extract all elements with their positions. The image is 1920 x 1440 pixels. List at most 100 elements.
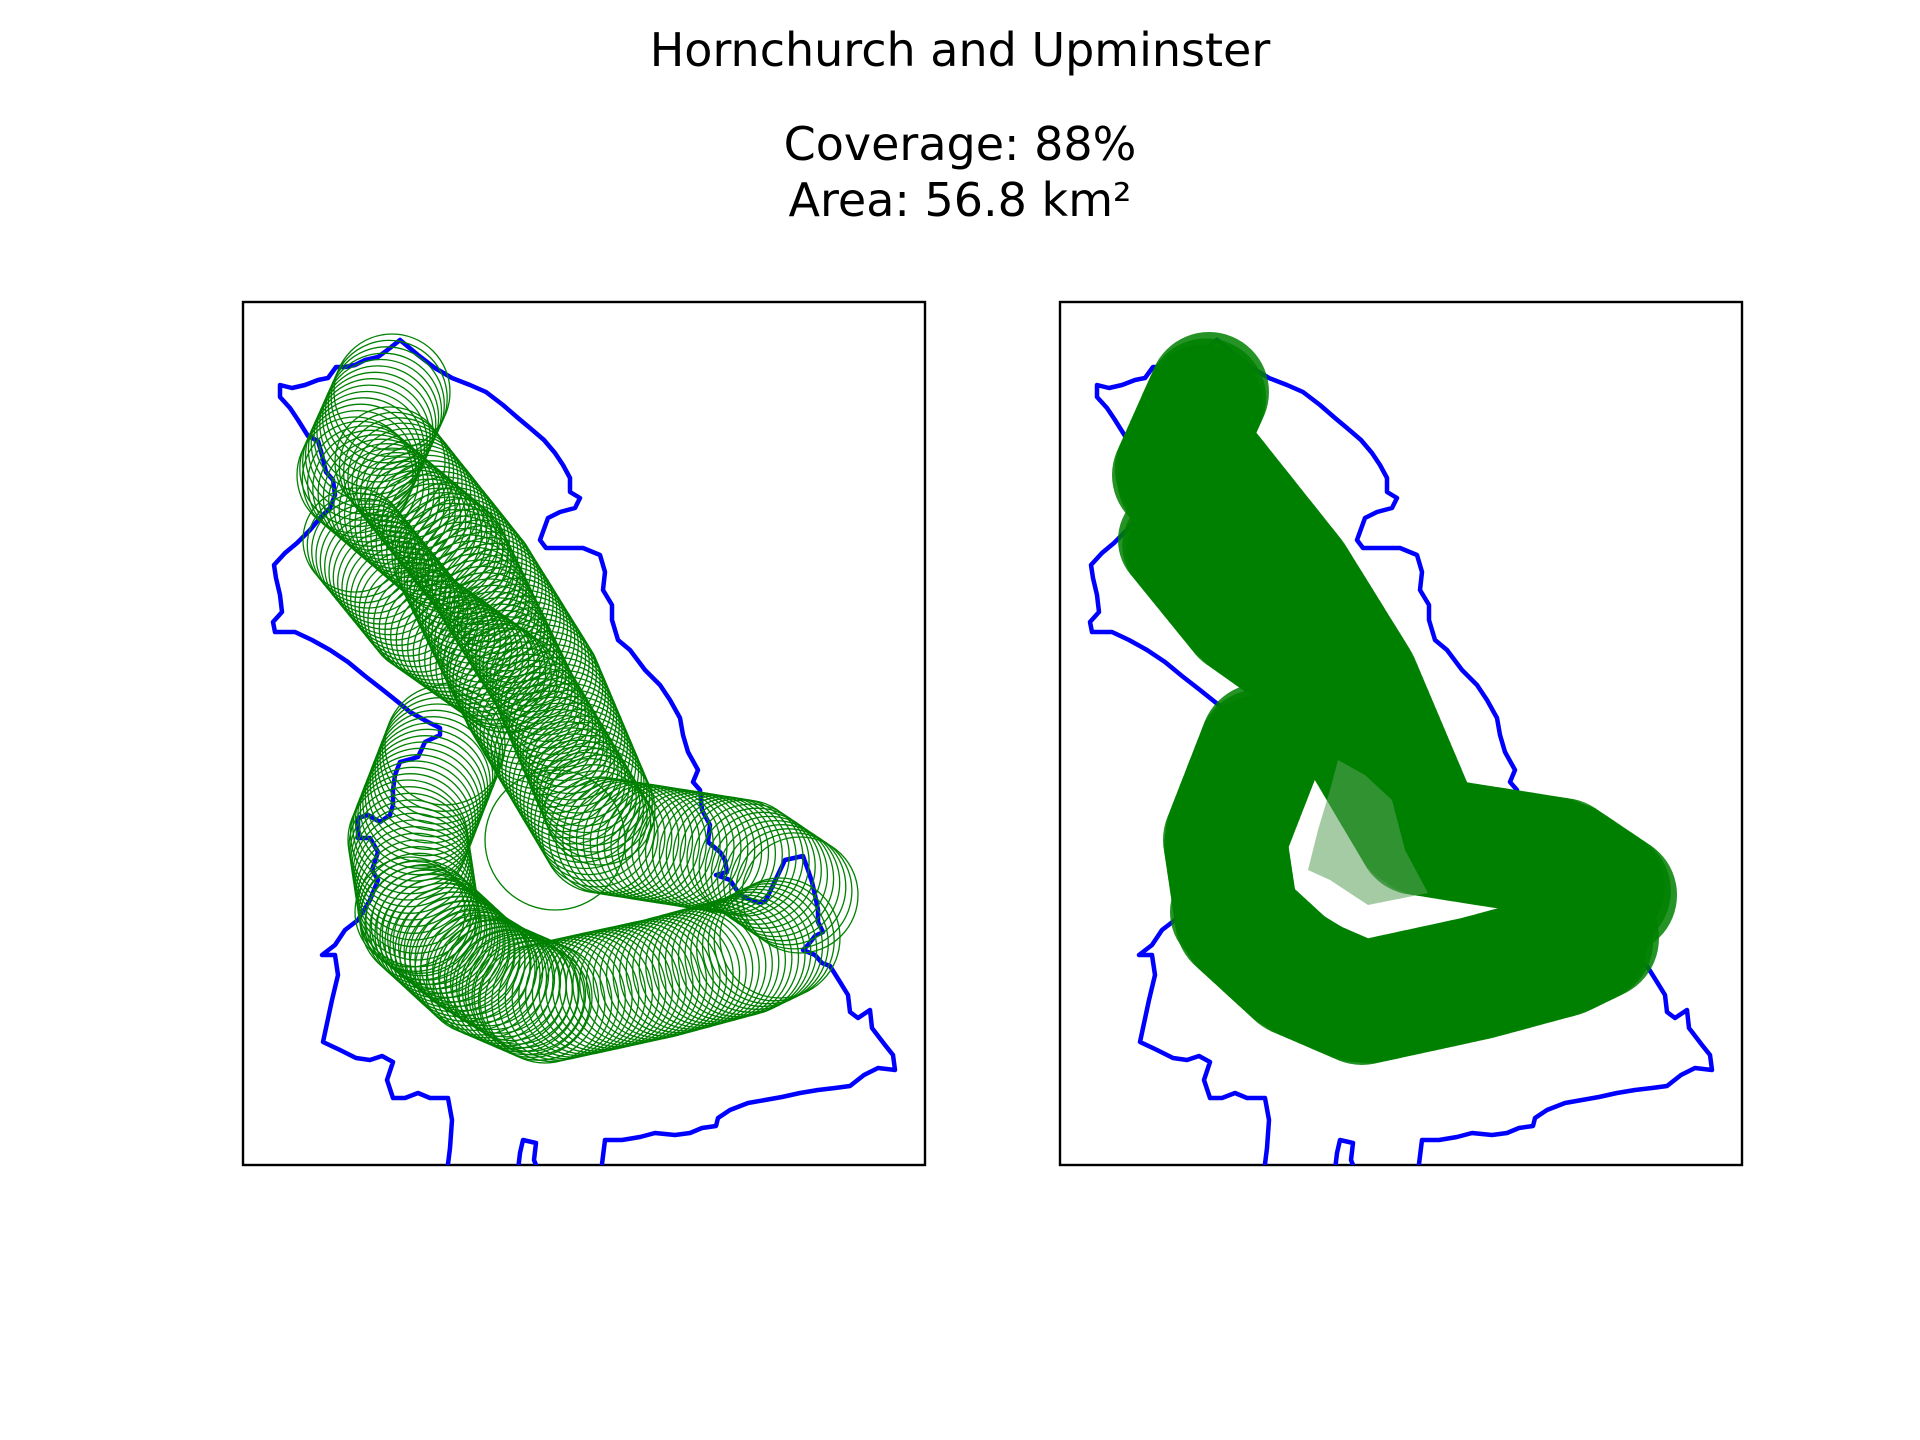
- coverage-circle: [677, 896, 800, 1018]
- coverage-circle: [418, 603, 524, 709]
- coverage-circle: [378, 575, 484, 681]
- coverage-circle: [729, 828, 847, 946]
- right-map-panel: [1058, 300, 1744, 1167]
- coverage-circle: [354, 760, 477, 882]
- coverage-circle: [420, 907, 532, 1020]
- coverage-circle: [684, 894, 806, 1016]
- coverage-circle: [354, 551, 460, 657]
- coverage-circle: [390, 583, 496, 689]
- coverage-circle: [592, 918, 714, 1041]
- coverage-circle: [431, 531, 543, 643]
- coverage-circle: [441, 619, 547, 725]
- coverage-circle: [315, 503, 421, 609]
- coverage-circle: [599, 917, 721, 1039]
- coverage-circle: [536, 734, 648, 847]
- coverage-circle: [437, 590, 555, 709]
- coverage-circle: [426, 911, 538, 1023]
- coverage-circle: [397, 891, 510, 1003]
- coverage-circle: [301, 420, 419, 539]
- coverage-circle: [403, 895, 515, 1007]
- coverage-circle: [359, 747, 481, 869]
- coverage-gap-patch: [1308, 760, 1428, 905]
- coverage-circle: [306, 492, 412, 598]
- coverage-circle: [452, 627, 558, 733]
- coverage-circle: [479, 944, 591, 1056]
- coverage-circle: [370, 869, 483, 981]
- coverage-circle: [664, 899, 787, 1021]
- coverage-circle: [414, 904, 526, 1016]
- coverage-circle: [376, 703, 499, 825]
- coverage-circle: [435, 536, 547, 649]
- coverage-circle: [429, 611, 535, 717]
- coverage-circle: [625, 910, 747, 1032]
- coverage-circle: [512, 727, 630, 845]
- coverage-circle: [541, 747, 653, 860]
- coverage-circle: [337, 530, 443, 636]
- coverage-circle: [359, 860, 472, 973]
- coverage-circle: [530, 721, 642, 834]
- coverage-circle: [690, 891, 812, 1013]
- coverage-circle: [713, 880, 835, 1002]
- coverage-circle: [354, 856, 466, 968]
- coverage-circle: [443, 922, 556, 1034]
- coverage-circle: [299, 409, 417, 528]
- coverage-circle: [618, 912, 741, 1034]
- left-map-panel: [241, 300, 927, 1167]
- coverage-circle: [327, 346, 445, 464]
- coverage-circle: [461, 933, 573, 1045]
- coverage-label: Coverage: 88%: [783, 117, 1137, 171]
- coverage-circle: [538, 741, 651, 853]
- coverage-circle: [408, 899, 521, 1012]
- coverage-circle: [533, 728, 645, 840]
- coverage-circle: [365, 865, 477, 977]
- coverage-circle: [317, 434, 435, 552]
- coverage-circle: [471, 595, 583, 707]
- coverage-circle: [735, 832, 853, 950]
- coverage-circle: [302, 487, 408, 593]
- coverage-circle: [372, 716, 494, 838]
- coverage-circle: [437, 918, 550, 1031]
- coverage-circle: [696, 888, 818, 1010]
- coverage-circle: [467, 937, 579, 1049]
- coverage-circle: [312, 429, 430, 547]
- coverage-disc: [1295, 943, 1409, 1057]
- coverage-circle: [707, 883, 829, 1005]
- coverage-circle: [544, 754, 656, 866]
- coverage-circle: [435, 615, 541, 721]
- coverage-circle: [369, 722, 491, 844]
- coverage-circle: [330, 339, 448, 458]
- coverage-circle: [474, 601, 587, 713]
- coverage-circle: [358, 852, 480, 974]
- coverage-circle: [605, 915, 728, 1037]
- coverage-circle: [381, 690, 504, 812]
- coverage-circle: [367, 728, 489, 850]
- coverage-circle: [306, 425, 425, 543]
- coverage-circle: [401, 591, 507, 697]
- coverage-circle: [384, 579, 490, 685]
- coverage-circle: [333, 333, 451, 451]
- coverage-circle: [701, 885, 824, 1008]
- coverage-circle: [373, 571, 479, 677]
- coverage-circle: [412, 599, 518, 705]
- coverage-circle: [710, 815, 829, 934]
- coverage-circle: [296, 416, 414, 534]
- coverage-circle: [319, 508, 425, 614]
- coverage-circle: [379, 697, 501, 819]
- left-coverage-circles: [296, 333, 859, 1064]
- coverage-circle: [449, 926, 562, 1038]
- coverage-circle: [716, 819, 835, 938]
- coverage-circle: [322, 438, 441, 556]
- coverage-circle: [473, 940, 585, 1053]
- area-label: Area: 56.8 km²: [788, 173, 1132, 227]
- coverage-circle: [638, 906, 760, 1029]
- figure-title: Hornchurch and Upminster: [649, 23, 1271, 77]
- coverage-circle: [704, 811, 822, 929]
- coverage-circle: [367, 567, 473, 673]
- coverage-circle: [311, 498, 417, 604]
- coverage-circle: [407, 595, 513, 701]
- coverage-circle: [484, 769, 626, 911]
- coverage-circle: [432, 915, 544, 1027]
- coverage-circle: [424, 519, 536, 631]
- right-coverage-fill: [1112, 332, 1677, 1065]
